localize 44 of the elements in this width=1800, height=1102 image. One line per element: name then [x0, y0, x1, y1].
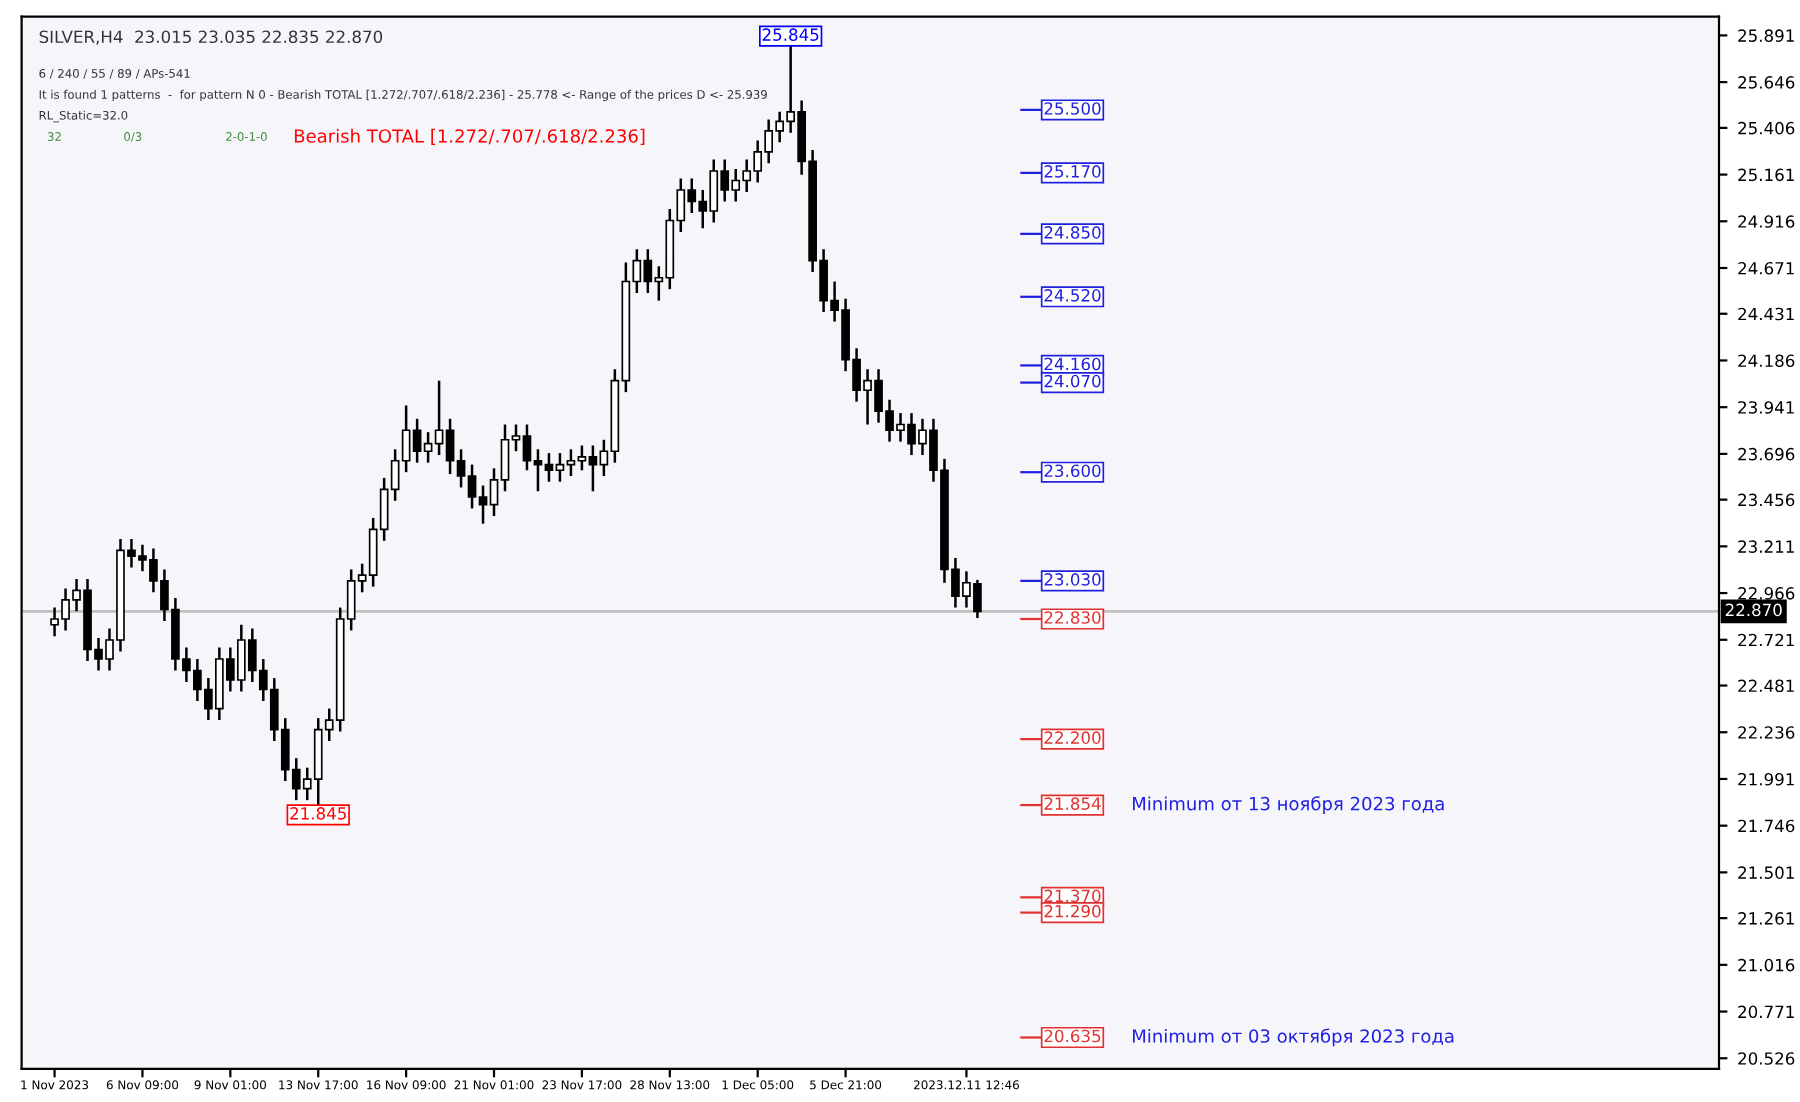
annotation: Bearish TOTAL [1.272/.707/.618/2.236]	[294, 128, 645, 145]
annotation: 25.170	[1044, 165, 1101, 178]
y-tick-label: 25.161	[1738, 168, 1794, 182]
y-tick-label: 21.501	[1738, 866, 1794, 879]
annotation: 21.290	[1044, 904, 1101, 918]
y-tick-label: 25.646	[1738, 76, 1795, 89]
y-tick-label: 21.991	[1738, 772, 1794, 786]
y-tick-label: 22.966	[1738, 587, 1795, 600]
annotation: 25.500	[1044, 102, 1101, 115]
y-tick-label: 22.481	[1738, 679, 1794, 693]
y-tick-label: 23.456	[1738, 493, 1795, 507]
annotation: 21.854	[1044, 797, 1101, 810]
text: SILVER,H4 23.015 23.035 22.835 22.870	[39, 30, 383, 45]
annotation: 25.845	[762, 28, 819, 41]
annotation: 23.600	[1044, 464, 1101, 478]
y-tick-label: 24.671	[1738, 261, 1794, 275]
y-tick-label: 25.406	[1738, 121, 1795, 135]
y-tick-label: 22.721	[1738, 633, 1794, 647]
y-tick-label: 23.941	[1738, 401, 1794, 414]
y-tick-label: 23.211	[1738, 540, 1794, 553]
annotation: 24.070	[1044, 374, 1101, 388]
y-tick-label: 24.186	[1738, 354, 1795, 368]
ref-line-label: 22.870	[1725, 603, 1782, 617]
y-tick-label: 21.261	[1738, 912, 1794, 925]
annotation: 24.520	[1044, 289, 1101, 302]
y-tick-label: 24.916	[1738, 215, 1795, 228]
annotation: 24.850	[1044, 226, 1101, 239]
annotation: 23.030	[1044, 573, 1101, 586]
annotation: 21.370	[1044, 889, 1101, 903]
annotation: 21.845	[290, 807, 346, 820]
y-tick-label: 24.431	[1738, 307, 1794, 321]
annotation: 22.830	[1044, 611, 1101, 624]
y-tick-label: 23.696	[1738, 447, 1795, 461]
y-tick-label: 20.526	[1738, 1052, 1795, 1065]
annotation: 22.200	[1044, 731, 1101, 744]
y-tick-label: 21.016	[1738, 958, 1795, 972]
y-tick-label: 22.236	[1738, 726, 1795, 739]
y-tick-label: 21.746	[1738, 819, 1795, 833]
y-tick-label: 20.771	[1738, 1005, 1794, 1019]
y-tick-label: 25.891	[1738, 29, 1794, 42]
annotation: Minimum от 13 ноября 2023 года	[1133, 796, 1444, 814]
annotation: Minimum от 03 октября 2023 года	[1133, 1028, 1454, 1047]
annotation: 24.160	[1044, 357, 1101, 371]
annotation: 20.635	[1044, 1029, 1101, 1043]
